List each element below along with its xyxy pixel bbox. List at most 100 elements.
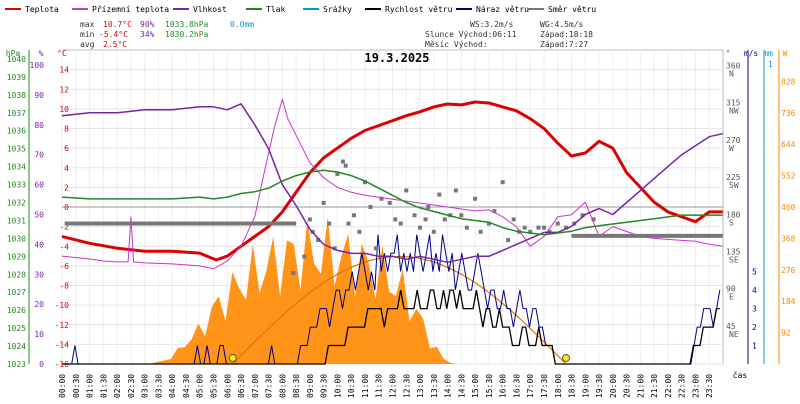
stats-min-hum: 34% <box>140 30 155 39</box>
wind-direction-point <box>541 225 546 230</box>
legend-label: Srážky <box>323 5 352 14</box>
time-tick: 14:30 <box>457 374 466 398</box>
temperature-tick: -12 <box>55 321 70 330</box>
time-tick: 05:00 <box>196 374 205 398</box>
time-tick: 04:00 <box>168 374 177 398</box>
humidity-tick: 30 <box>34 270 44 279</box>
wind-direction-point <box>302 254 307 259</box>
temperature-tick: -6 <box>59 262 69 271</box>
wind-direction-point <box>357 229 362 234</box>
direction-tick: 90 <box>726 285 736 294</box>
time-tick: 23:00 <box>691 374 700 398</box>
temperature-tick: 6 <box>64 144 69 153</box>
solar-tick: 460 <box>781 203 796 212</box>
direction-tick-compass: N <box>729 70 734 79</box>
time-tick: 12:30 <box>402 374 411 398</box>
wind-direction-point <box>486 221 491 226</box>
pressure-tick: 1026 <box>7 306 26 315</box>
stats-rain: 0.0mm <box>230 20 254 29</box>
time-tick: 08:00 <box>278 374 287 398</box>
pressure-tick: 1039 <box>7 73 26 82</box>
pressure-tick: 1037 <box>7 109 26 118</box>
time-tick: 08:30 <box>292 374 301 398</box>
axis-unit-pct: % <box>39 49 44 58</box>
temperature-tick: -2 <box>59 223 69 232</box>
axis-unit-w: W <box>783 49 788 58</box>
direction-tick-compass: W <box>729 144 734 153</box>
axis-unit-degc: °C <box>57 49 67 58</box>
wind-direction-point <box>459 213 464 218</box>
wind-direction-point <box>536 225 541 230</box>
temperature-tick: 8 <box>64 125 69 134</box>
wind-direction-point <box>464 225 469 230</box>
wind-direction-point <box>453 188 458 193</box>
stats-avg-temp: 2.5°C <box>103 40 127 49</box>
direction-tick-compass: E <box>729 293 734 302</box>
solar-tick: 644 <box>781 140 796 149</box>
wind-direction-point <box>362 180 367 185</box>
stats-min-press: 1030.2hPa <box>165 30 209 39</box>
plot-area <box>61 98 723 365</box>
rain-tick: 1 <box>768 60 773 69</box>
wind-direction-point <box>404 188 409 193</box>
time-tick: 17:00 <box>526 374 535 398</box>
wind-direction-point <box>591 217 596 222</box>
pressure-line <box>61 169 723 236</box>
time-tick: 15:30 <box>485 374 494 398</box>
wind-direction-point <box>478 229 483 234</box>
direction-tick-compass: NW <box>729 107 739 116</box>
wind-direction-point <box>564 225 569 230</box>
axis-unit-ms: m/s <box>744 49 759 58</box>
wind-tick: 4 <box>752 286 757 295</box>
ground-temperature-line <box>61 98 723 270</box>
time-tick: 02:30 <box>127 374 136 398</box>
time-tick: 00:30 <box>72 374 81 398</box>
pressure-tick: 1028 <box>7 270 26 279</box>
moonrise-info: Měsíc Východ: <box>425 40 488 49</box>
time-tick: 03:00 <box>141 374 150 398</box>
time-tick: 15:00 <box>471 374 480 398</box>
humidity-tick: 50 <box>34 210 44 219</box>
wind-direction-point <box>426 205 431 209</box>
solar-tick: 552 <box>781 172 796 181</box>
humidity-tick: 100 <box>30 61 45 70</box>
time-tick: 10:30 <box>347 374 356 398</box>
axis-unit-mm: mm <box>763 49 773 58</box>
direction-tick: 360 <box>726 62 741 71</box>
pressure-tick: 1031 <box>7 216 26 225</box>
direction-tick: 225 <box>726 173 741 182</box>
wind-direction-point <box>555 221 560 226</box>
time-tick: 20:00 <box>609 374 618 398</box>
wind-direction-point <box>368 205 373 209</box>
wind-direction-point <box>321 200 326 205</box>
pressure-tick: 1038 <box>7 91 26 100</box>
humidity-tick: 0 <box>39 360 44 369</box>
axis-unit-hpa: hPa <box>6 49 21 58</box>
temperature-tick: 14 <box>59 66 69 75</box>
solar-tick: 368 <box>781 234 796 243</box>
pressure-tick: 1027 <box>7 288 26 297</box>
wind-direction-point <box>506 238 511 243</box>
time-tick: 01:30 <box>99 374 108 398</box>
stats-max-hum: 90% <box>140 20 155 29</box>
axes: hPa% °C ° m/s mm W102310241025102610271028102… <box>6 49 796 398</box>
wind-tick: 2 <box>752 323 757 332</box>
time-tick: 06:30 <box>237 374 246 398</box>
stats-min-label: min <box>80 30 95 39</box>
time-tick: 19:30 <box>595 374 604 398</box>
sunrise-marker <box>228 354 237 362</box>
direction-tick-compass: S <box>729 218 734 227</box>
wind-direction-point <box>580 213 585 218</box>
legend-label: Směr větru <box>548 5 596 14</box>
stats-max-temp: 10.7°C <box>103 20 132 29</box>
temperature-tick: -8 <box>59 282 69 291</box>
temperature-tick: 0 <box>64 203 69 212</box>
time-tick: 16:00 <box>499 374 508 398</box>
time-tick: 04:30 <box>182 374 191 398</box>
pressure-tick: 1034 <box>7 163 26 172</box>
humidity-tick: 70 <box>34 151 44 160</box>
wind-direction-point <box>316 238 321 243</box>
temperature-tick: 4 <box>64 164 69 173</box>
wind-direction-point <box>398 221 403 226</box>
